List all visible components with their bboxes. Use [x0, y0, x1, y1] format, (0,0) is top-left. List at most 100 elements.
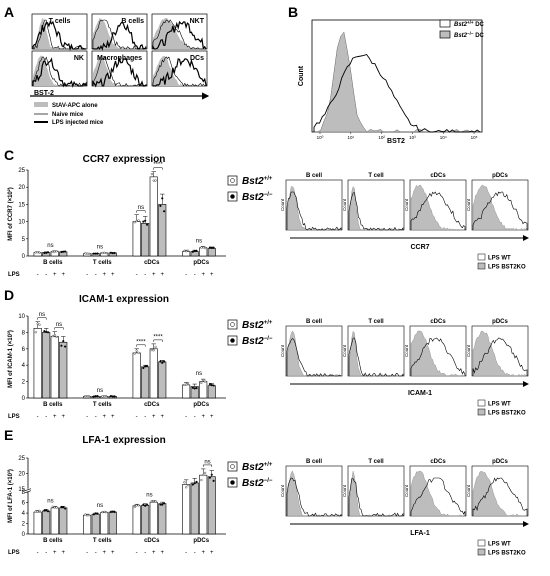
panel-a-hist-1: T cells [31, 13, 88, 52]
lps-sign: + [102, 414, 106, 420]
lps-sign: + [62, 414, 66, 420]
data-point [53, 334, 56, 337]
data-point [94, 512, 97, 515]
axis-break-gap [25, 488, 31, 492]
data-point [34, 251, 37, 254]
data-point [154, 179, 157, 182]
bar [132, 505, 141, 535]
panel-a-hist-6: DCs [151, 50, 208, 87]
bar [50, 507, 59, 535]
lps-sign: - [86, 272, 88, 278]
data-point [195, 480, 198, 484]
panel-b-ylabel: Count [298, 65, 305, 86]
data-point [46, 510, 50, 513]
panel-a-naive-line [152, 19, 206, 50]
hist-title: pDCs [492, 173, 508, 179]
legend-swatch-ko [439, 30, 451, 39]
data-point [103, 510, 106, 513]
geno-legend-label: Bst2−/− [242, 336, 273, 347]
hist-ko [472, 184, 528, 231]
data-point [212, 479, 215, 482]
lps-sign: - [185, 272, 187, 278]
panel-b-letter: B [288, 4, 298, 20]
panel-a: T cells B cells NKT NK Macrophages DCs [31, 13, 208, 88]
sig-label: ns [146, 493, 152, 499]
bar [199, 381, 208, 399]
hist-title: T cell [368, 459, 384, 465]
hist-xlabel: ICAM-1 [408, 390, 432, 397]
hist-wt [348, 478, 404, 517]
data-point [92, 513, 95, 516]
bar [59, 507, 68, 535]
hist-frame [347, 465, 405, 517]
lps-sign: - [95, 272, 97, 278]
data-point [101, 251, 104, 255]
data-point [96, 395, 99, 398]
hist-legend-label: LPS BST2KO [488, 551, 526, 557]
lps-sign: - [194, 550, 196, 556]
hist-xlabel: LFA-1 [410, 530, 430, 537]
panel-a-naive-line [92, 56, 147, 87]
data-point [163, 502, 166, 505]
lps-sign: + [53, 272, 57, 278]
sig-bracket [153, 167, 163, 170]
panel-a-cell-label: NKT [190, 18, 205, 25]
data-point [142, 366, 145, 370]
data-point [163, 360, 166, 363]
data-point [87, 252, 91, 255]
lps-sign: + [210, 272, 214, 278]
data-point [84, 252, 87, 255]
panel-e-genotype-legend: Bst2+/+Bst2−/− [227, 461, 273, 489]
data-point [55, 250, 58, 253]
geno-legend-label: Bst2−/− [242, 478, 273, 489]
data-point [64, 250, 67, 253]
hist-ko [410, 184, 466, 231]
bar [158, 204, 167, 257]
y-tick-label: 0 [22, 532, 26, 538]
lps-sign: - [86, 414, 88, 420]
hist-ylabel: Count [466, 484, 471, 497]
data-point [64, 345, 67, 348]
geno-swatch-dot [230, 480, 235, 485]
lps-sign: - [136, 550, 138, 556]
hist-legend-label: LPS WT [488, 542, 511, 548]
panel-c-letter: C [4, 147, 14, 163]
panel-c-title: CCR7 expression [83, 154, 166, 165]
data-point [113, 395, 116, 398]
data-point [208, 246, 211, 249]
panel-a-legend-1: Naive mice [52, 112, 84, 118]
data-point [34, 331, 37, 334]
bar [141, 504, 150, 535]
bar [190, 482, 199, 535]
bar [100, 512, 109, 535]
data-point [150, 173, 153, 176]
data-point [34, 510, 37, 513]
data-point [60, 250, 63, 254]
hist-wt [286, 191, 342, 231]
y-tick-label: 4 [22, 363, 26, 369]
hist-legend-swatch [477, 253, 486, 261]
bar [59, 341, 68, 399]
hist-ko [286, 330, 342, 377]
panel-a-fill-hist [33, 18, 86, 49]
lps-sign: + [161, 550, 165, 556]
bar [207, 385, 216, 399]
data-point [202, 473, 205, 477]
sig-bracket [136, 210, 146, 213]
data-point [212, 246, 215, 249]
hist-title: cDCs [430, 319, 446, 325]
data-point [38, 509, 41, 512]
group-label: B cells [43, 538, 63, 544]
y-tick-label: 15 [18, 487, 25, 493]
lps-sign: - [185, 550, 187, 556]
data-point [101, 511, 104, 514]
y-tick-label: 6 [22, 347, 26, 353]
data-point [105, 511, 108, 514]
lps-sign: + [161, 414, 165, 420]
lps-sign: + [111, 550, 115, 556]
y-tick-label: 0 [22, 254, 26, 260]
y-tick-label: 10 [18, 220, 25, 226]
hist-wt [410, 477, 466, 516]
legend-swatch-wt [439, 19, 451, 28]
